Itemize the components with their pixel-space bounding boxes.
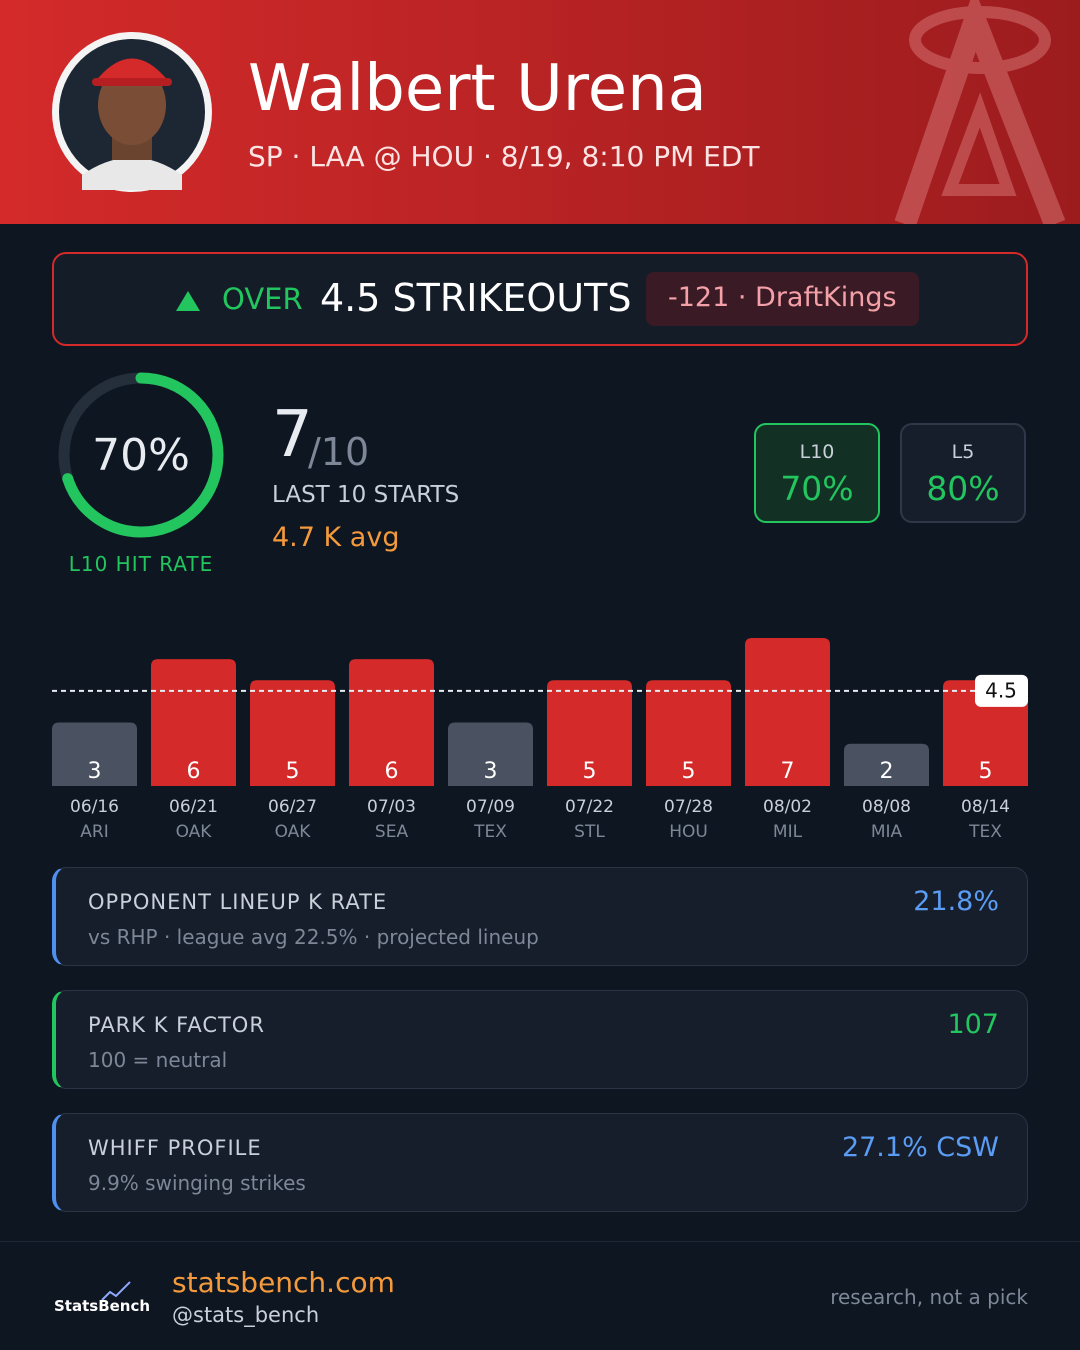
bar-value: 5 (583, 759, 597, 784)
bar-value: 5 (682, 759, 696, 784)
bar-value: 6 (187, 759, 201, 784)
split-l10: L10 70% (754, 423, 880, 523)
x-tick-label: 06/21 (169, 797, 218, 817)
bar-value: 2 (880, 759, 894, 784)
opponent-label: TEX (473, 822, 507, 842)
player-name: Walbert Urena (248, 52, 707, 126)
card-title: WHIFF PROFILE (88, 1136, 262, 1160)
bar-value: 7 (781, 759, 795, 784)
bar-value: 5 (979, 759, 993, 784)
threshold-label: 4.5 (985, 678, 1017, 702)
split-value: 80% (926, 469, 1000, 508)
opponent-label: OAK (176, 822, 213, 842)
bar-value: 5 (286, 759, 300, 784)
bar (250, 680, 335, 786)
logo: StatsBench (54, 1297, 151, 1315)
hit-ring (58, 372, 224, 538)
logo-icon (101, 1281, 131, 1301)
k-average: 4.7 K avg (272, 522, 400, 553)
split-l5: L5 80% (900, 423, 1026, 523)
opponent-label: MIA (871, 822, 903, 842)
opponent-label: OAK (275, 822, 312, 842)
x-tick-label: 07/22 (565, 797, 614, 817)
bar-value: 3 (484, 759, 498, 784)
game-info: SP · LAA @ HOU · 8/19, 8:10 PM EDT (248, 140, 760, 173)
x-tick-label: 07/09 (466, 797, 515, 817)
card-value: 27.1% CSW (841, 1132, 999, 1163)
header-art (52, 0, 1066, 224)
hits: 7 (272, 398, 313, 472)
direction: OVER (222, 282, 303, 316)
chart: 3 06/16 ARI 6 06/21 OAK 5 06/27 OAK 6 07/03 SEA 3 07/… (52, 637, 1028, 842)
header: Walbert Urena SP · LAA @ HOU · 8/19, 8:1… (0, 0, 1080, 224)
card: WHIFF PROFILE 9.9% swinging strikes 27.1… (52, 1113, 1028, 1212)
bar (448, 722, 533, 786)
x-tick-label: 07/03 (367, 797, 416, 817)
x-tick-label: 06/16 (70, 797, 119, 817)
bar (547, 680, 632, 786)
threshold-badge (975, 674, 1028, 707)
ring-label: 70% (92, 430, 190, 481)
divider (0, 1241, 1080, 1242)
split-value: 70% (780, 469, 854, 508)
ring-arc (58, 372, 224, 538)
bar-value: 6 (385, 759, 399, 784)
handle: @stats_bench (172, 1303, 320, 1327)
site: statsbench.com (172, 1266, 395, 1299)
card-subtitle: 100 = neutral (88, 1048, 228, 1072)
hits-caption: LAST 10 STARTS (272, 482, 460, 508)
ring-caption: L10 HIT RATE (68, 552, 214, 576)
opponent-label: STL (574, 822, 605, 842)
prop-box: OVER 4.5 STRIKEOUTS -121 · DraftKings (52, 252, 1028, 346)
card-title: OPPONENT LINEUP K RATE (88, 890, 388, 914)
card-subtitle: vs RHP · league avg 22.5% · projected li… (88, 925, 539, 949)
card-subtitle: 9.9% swinging strikes (88, 1171, 306, 1195)
bar (52, 722, 137, 786)
x-tick-label: 06/27 (268, 797, 317, 817)
bar-value: 3 (88, 759, 102, 784)
bar (844, 743, 929, 786)
prop-line: 4.5 STRIKEOUTS (320, 276, 632, 320)
disclaimer: research, not a pick (830, 1285, 1028, 1309)
split-label: L5 (951, 441, 975, 463)
card: PARK K FACTOR 100 = neutral 107 (52, 990, 1028, 1089)
card-value: 21.8% (913, 886, 999, 917)
opponent-label: MIL (773, 822, 803, 842)
split-label: L10 (799, 441, 835, 463)
of-total: /10 (308, 430, 370, 474)
up-arrow (176, 291, 200, 311)
opponent-label: SEA (375, 822, 409, 842)
bar (745, 637, 830, 786)
x-tick-label: 08/02 (763, 797, 812, 817)
card-title: PARK K FACTOR (88, 1013, 265, 1037)
bar (646, 680, 731, 786)
card-value: 107 (947, 1009, 999, 1040)
opponent-label: HOU (669, 822, 708, 842)
x-tick-label: 07/28 (664, 797, 713, 817)
x-tick-label: 08/14 (961, 797, 1010, 817)
opponent-label: ARI (80, 822, 108, 842)
x-tick-label: 08/08 (862, 797, 911, 817)
odds: -121 · DraftKings (646, 272, 919, 326)
card: OPPONENT LINEUP K RATE vs RHP · league a… (52, 867, 1028, 966)
opponent-label: TEX (968, 822, 1002, 842)
